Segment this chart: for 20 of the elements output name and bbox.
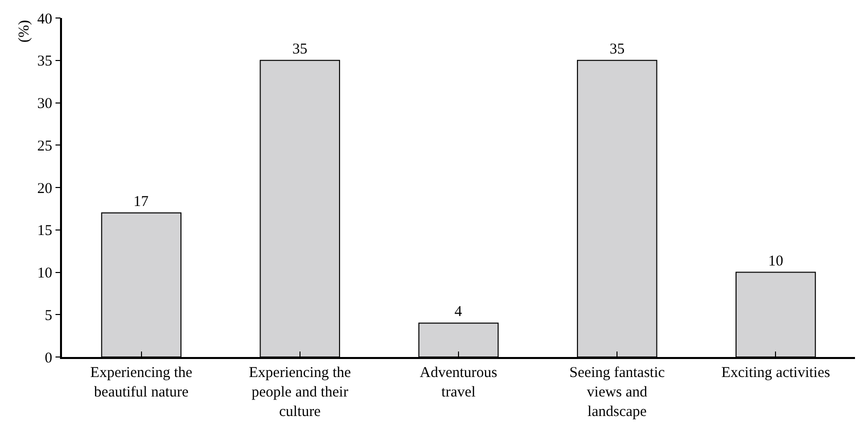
x-tick-label: Experiencing the beautiful nature [90, 364, 193, 400]
data-label: 35 [292, 41, 308, 58]
y-tick-label: 5 [44, 308, 52, 324]
y-tick-label: 10 [37, 266, 52, 282]
y-tick-label: 20 [37, 180, 52, 197]
y-tick-label: 15 [37, 223, 52, 240]
y-tick-label: 30 [37, 96, 52, 112]
data-label: 35 [610, 41, 625, 58]
x-tick-label: Experiencing the people and their culture [248, 364, 352, 420]
x-tick-label: Adventurous travel [420, 364, 498, 400]
data-label: 4 [454, 304, 462, 320]
y-axis-title: (%) [16, 20, 32, 42]
x-tick-label: Seeing fantastic views and landscape [569, 364, 666, 420]
y-tick-label: 25 [37, 138, 52, 154]
y-tick-label: 40 [37, 11, 52, 28]
data-label: 10 [768, 253, 784, 270]
y-tick-label: 0 [44, 350, 52, 366]
data-label: 17 [134, 194, 150, 210]
y-tick-label: 35 [37, 54, 52, 70]
x-tick-label: Exciting activities [721, 364, 830, 381]
